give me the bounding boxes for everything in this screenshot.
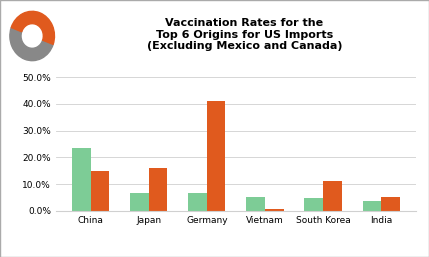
Legend: % of US Imports, Full Vaccination Rate: % of US Imports, Full Vaccination Rate [135,255,337,257]
Bar [188,192,207,211]
Bar [363,201,381,211]
Bar [72,148,91,211]
Bar [149,168,167,211]
Bar [130,192,149,211]
Bar [246,197,265,211]
Wedge shape [10,27,53,61]
Bar [305,198,323,211]
Bar [323,181,341,211]
Text: Vaccination Rates for the
Top 6 Origins for US Imports
(Excluding Mexico and Can: Vaccination Rates for the Top 6 Origins … [147,18,342,51]
Bar [265,209,284,211]
Bar [207,101,226,211]
Bar [91,171,109,211]
Wedge shape [11,11,54,44]
Bar [381,197,400,211]
